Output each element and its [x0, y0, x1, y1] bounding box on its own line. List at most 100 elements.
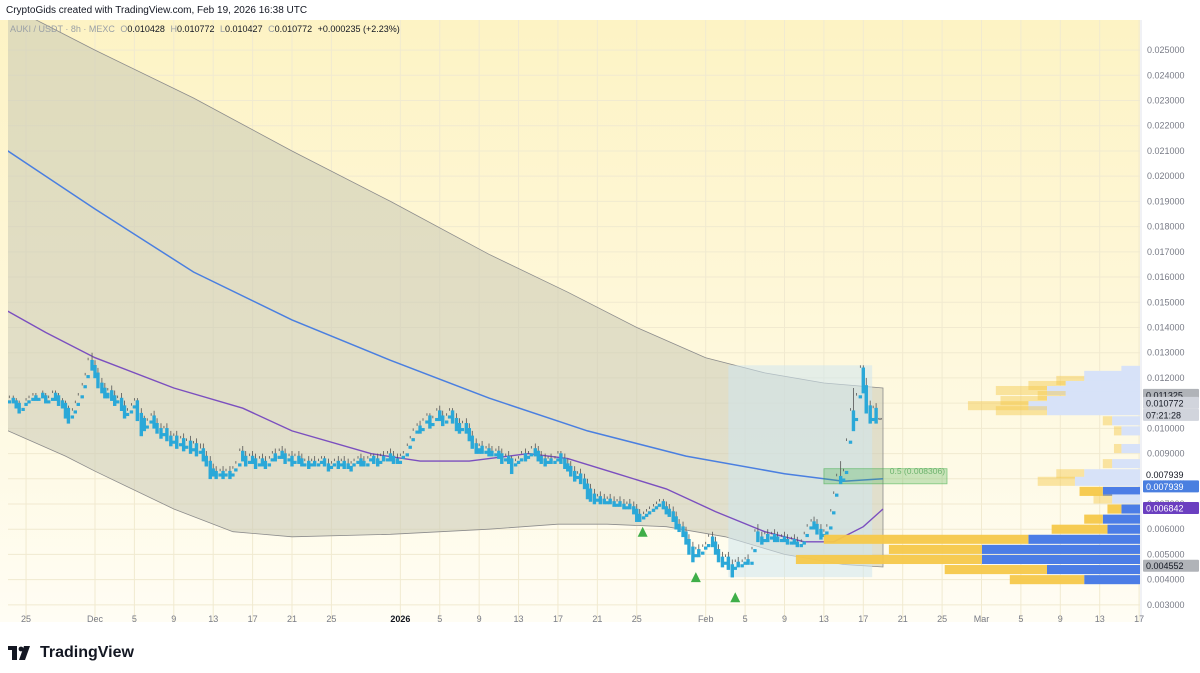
price-label-box — [1143, 468, 1199, 481]
buy-signal-triangle — [690, 572, 701, 583]
candle-body — [435, 417, 439, 422]
candle-body — [598, 496, 603, 505]
candle — [529, 446, 534, 457]
x-tick-label: 9 — [171, 614, 176, 624]
price-label-text: 0.007939 — [1146, 482, 1184, 492]
candle-body — [657, 503, 662, 507]
x-tick-label: 21 — [592, 614, 602, 624]
y-tick-label: 0.020000 — [1147, 171, 1185, 181]
candle-body — [615, 503, 619, 507]
candle-body — [618, 501, 622, 507]
candle-body — [21, 407, 25, 411]
candle-body — [119, 397, 124, 411]
candle — [300, 453, 304, 467]
price-label-text: 07:21:28 — [1146, 410, 1181, 420]
candle-body — [391, 455, 396, 464]
candle-body — [756, 531, 760, 543]
y-tick-label: 0.015000 — [1147, 297, 1185, 307]
price-chart[interactable]: 0.5 (0.008306)0.0250000.0240000.0230000.… — [0, 20, 1200, 632]
candle — [145, 418, 149, 429]
volume-bar-blue — [1084, 375, 1140, 385]
fib-label: 0.5 (0.008306) — [890, 466, 945, 476]
candle — [201, 443, 206, 462]
x-tick-label: 9 — [1058, 614, 1063, 624]
candle-body — [125, 412, 130, 417]
x-tick-label: 21 — [898, 614, 908, 624]
candle-body — [467, 428, 471, 442]
candle — [352, 458, 356, 467]
x-tick-label: 13 — [208, 614, 218, 624]
candle-body — [667, 508, 671, 517]
buy-signal-triangle — [730, 592, 741, 603]
candle — [21, 407, 25, 411]
candle — [848, 408, 853, 444]
volume-bar-blue — [1121, 504, 1140, 514]
candle — [106, 388, 110, 399]
candle — [184, 438, 189, 449]
x-tick-label: 13 — [1095, 614, 1105, 624]
candle — [861, 365, 866, 394]
candle — [408, 435, 412, 449]
chart-area[interactable]: 0.5 (0.008306) 0.025000 0.024000 0.023000 0.… — [0, 20, 1200, 632]
candle-body — [789, 541, 794, 545]
candle-body — [578, 473, 583, 485]
candle-body — [447, 415, 452, 419]
candle-body — [418, 425, 422, 434]
volume-bar-blue — [1047, 565, 1140, 575]
volume-bar-blue — [1121, 426, 1140, 436]
volume-bar-yellow — [944, 565, 1047, 575]
candle-body — [805, 533, 809, 538]
candle — [549, 453, 553, 464]
candle-body — [96, 372, 100, 389]
candle-body — [760, 536, 764, 545]
candle-body — [132, 405, 137, 409]
buy-signal-triangle — [637, 526, 648, 537]
candle — [316, 458, 321, 467]
candle-body — [769, 536, 774, 540]
y-tick-label: 0.017000 — [1147, 247, 1185, 257]
candle-body — [706, 544, 711, 548]
volume-bar-yellow — [1107, 504, 1122, 514]
candle — [618, 496, 622, 507]
close-key: C — [268, 24, 275, 34]
footer-brand[interactable]: TradingView — [8, 642, 134, 664]
candle-body — [280, 450, 284, 459]
volume-bar-blue — [1121, 365, 1140, 375]
y-tick-label: 0.009000 — [1147, 449, 1185, 459]
candle-body — [730, 564, 734, 578]
candle — [165, 423, 169, 442]
candle-body — [352, 463, 356, 467]
candle-body — [366, 463, 370, 467]
candle — [119, 393, 124, 411]
volume-bar-yellow — [1037, 391, 1066, 401]
candle-body — [181, 438, 186, 452]
candle — [231, 466, 235, 477]
price-label-text: 0.010772 — [1146, 398, 1184, 408]
candle-body — [450, 410, 455, 424]
volume-bar-yellow — [1051, 524, 1108, 534]
candle — [805, 524, 809, 538]
candle — [874, 403, 878, 424]
candle-body — [851, 410, 856, 432]
volume-bar-yellow — [1102, 459, 1113, 469]
attribution-text: CryptoGids created with TradingView.com,… — [6, 5, 308, 16]
candle-body — [191, 448, 196, 452]
candle — [401, 451, 406, 459]
volume-bar-blue — [1112, 416, 1140, 426]
candle — [44, 393, 48, 404]
price-label-box — [1143, 396, 1199, 409]
candle-body — [319, 460, 324, 464]
open-value: 0.010428 — [127, 24, 165, 34]
candle — [244, 451, 248, 467]
price-label: 0.007939 — [1143, 468, 1199, 481]
volume-bar-blue — [1065, 380, 1140, 391]
candle — [293, 453, 297, 464]
candle — [63, 400, 68, 419]
candle-body — [11, 397, 15, 404]
candle-body — [802, 541, 806, 545]
candle — [661, 498, 666, 510]
candle-body — [73, 410, 78, 414]
high-value: 0.010772 — [176, 24, 215, 34]
price-label: 0.007939 — [1143, 480, 1199, 493]
candle-body — [454, 417, 459, 432]
